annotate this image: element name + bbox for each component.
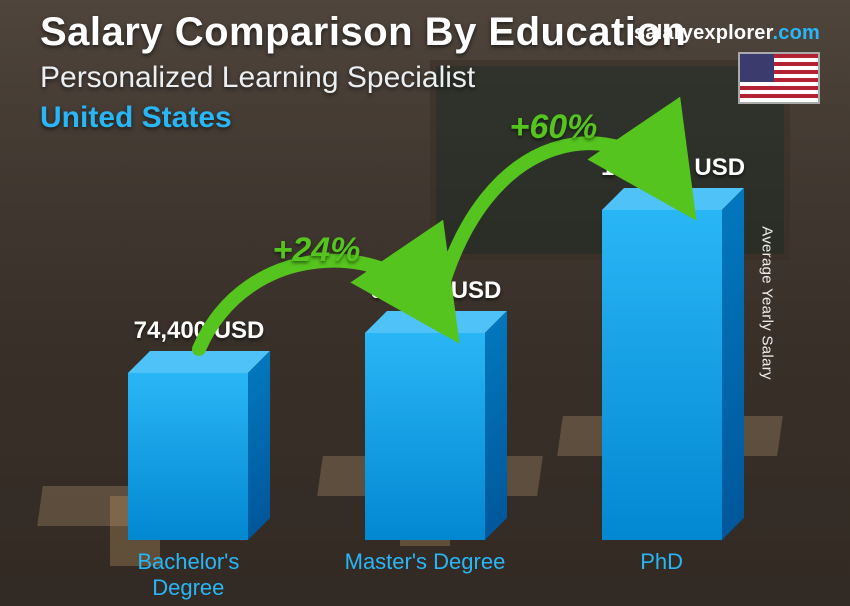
brand-part1: salaryexplorer: [634, 22, 772, 44]
bar-phd: [587, 210, 737, 540]
bar-bachelors: [113, 373, 263, 540]
bar-side-face: [485, 311, 507, 540]
flag-canton: [740, 54, 774, 82]
brand-label: salaryexplorer.com: [634, 22, 820, 45]
xaxis-labels: Bachelor's Degree Master's Degree PhD: [70, 549, 780, 600]
bar-front-face: [602, 210, 722, 540]
increase-pct-0: +24%: [273, 231, 361, 270]
bar-front-face: [365, 333, 485, 540]
xlabel-2: PhD: [577, 549, 747, 600]
bar-masters: [350, 333, 500, 540]
bar-top-face: [365, 311, 507, 333]
brand-part2: .com: [773, 22, 820, 44]
value-label-2: 147,000 USD: [601, 154, 745, 182]
bar3d: [128, 373, 248, 540]
increase-pct-1: +60%: [510, 108, 598, 147]
bar-front-face: [128, 373, 248, 540]
bar-chart: 74,400 USD 92,100 USD 147,000 USD +24% +…: [70, 170, 780, 540]
bar3d: [365, 333, 485, 540]
bars-container: [70, 170, 780, 540]
xlabel-1: Master's Degree: [340, 549, 510, 600]
bar-top-face: [128, 351, 270, 373]
flag-icon: [738, 52, 820, 104]
bar-side-face: [248, 351, 270, 540]
infographic-stage: Salary Comparison By Education Personali…: [0, 0, 850, 606]
page-title: Salary Comparison By Education: [40, 10, 686, 55]
bar-top-face: [602, 188, 744, 210]
page-subtitle: Personalized Learning Specialist: [40, 61, 686, 95]
value-label-0: 74,400 USD: [134, 317, 265, 345]
bar-side-face: [722, 188, 744, 540]
xlabel-0: Bachelor's Degree: [103, 549, 273, 600]
bar3d: [602, 210, 722, 540]
value-label-1: 92,100 USD: [371, 277, 502, 305]
